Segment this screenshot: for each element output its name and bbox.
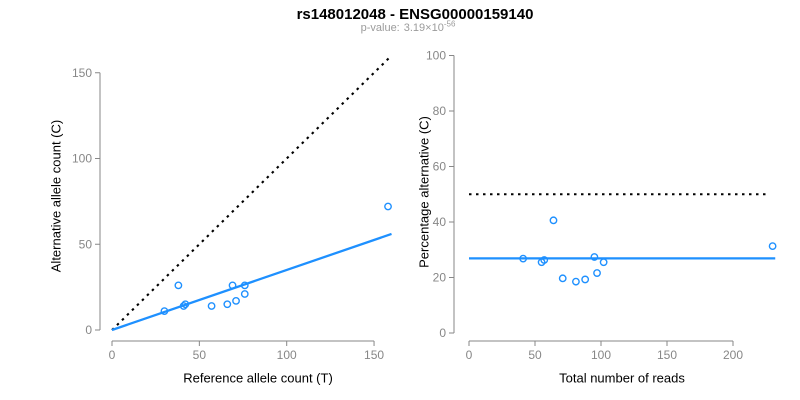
page-title: rs148012048 - ENSG00000159140 [296,6,534,23]
x-tick-label: 150 [657,348,677,362]
y-tick-label: 20 [433,271,447,285]
pvalue-label: p-value: [360,22,400,34]
data-point [593,269,601,277]
data-point [540,256,549,264]
right-plot-y-axis-title: Percentage alternative (C) [416,116,432,268]
y-tick-label: 40 [433,215,447,229]
left-plot-y-axis-title: Alternative allele count (C) [48,119,64,273]
fit-line [111,232,392,332]
data-point [207,302,216,310]
y-tick-label: 0 [439,326,446,340]
x-tick-label: 100 [277,348,297,362]
y-tick-label: 60 [433,160,447,174]
data-point [228,281,237,290]
y-tick-label: 50 [79,237,93,251]
x-tick-label: 100 [591,348,611,362]
left-plot: 0 50 100 150 0 50 100 150 [72,54,393,362]
x-tick-label: 50 [193,348,207,362]
x-tick-label: 150 [364,348,384,362]
right-plot: 0 20 40 60 80 100 0 50 100 150 200 [426,49,777,362]
data-point [160,307,169,316]
identity-line [111,54,393,331]
y-tick-label: 100 [426,49,446,63]
x-tick-label: 200 [723,348,743,362]
data-point [599,258,608,267]
y-tick-label: 0 [85,323,92,337]
y-tick-label: 80 [433,104,447,118]
y-tick-label: 100 [72,152,92,166]
x-tick-label: 0 [109,348,116,362]
data-point [181,300,190,309]
data-point [240,281,249,290]
pvalue-mantissa: 3.19×10 [403,22,444,34]
data-point [223,300,232,309]
data-point [581,275,590,284]
data-point [174,281,183,290]
data-point [519,254,528,263]
page-subtitle: p-value: 3.19×10-56 [8,19,800,34]
data-point [558,274,567,283]
x-tick-label: 50 [528,348,542,362]
pvalue-exponent: -56 [443,19,456,29]
data-point [232,296,240,305]
left-plot-x-axis-title: Reference allele count (T) [183,370,333,386]
data-point [384,202,392,211]
data-point [768,242,777,251]
y-tick-label: 150 [72,66,92,80]
right-plot-x-axis-title: Total number of reads [559,370,685,386]
x-tick-label: 0 [466,348,473,362]
data-point [572,277,580,286]
data-point [549,216,558,225]
data-point [240,290,249,298]
data-point [590,253,599,261]
data-point [179,302,188,310]
